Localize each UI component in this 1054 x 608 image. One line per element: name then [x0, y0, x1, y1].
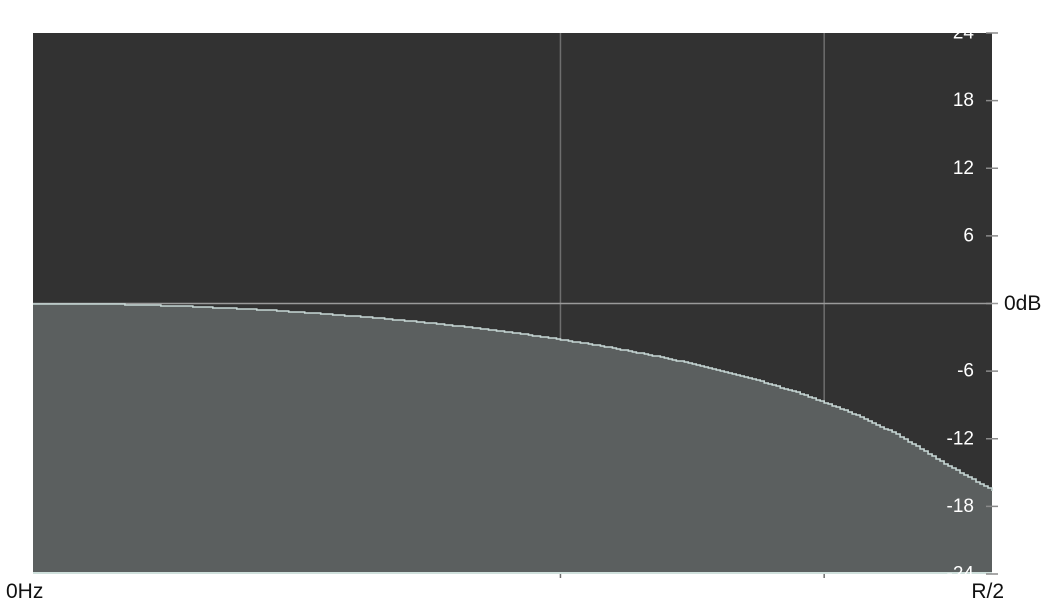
- y-tick-layer: 24 18 12 6 0dB -6 -12 -18 -24: [947, 23, 1041, 585]
- y-tick-label: -12: [947, 428, 974, 449]
- x-start-label: 0Hz: [6, 580, 43, 603]
- x-end-label: R/2: [971, 580, 1004, 603]
- y-tick-label: 12: [953, 158, 974, 179]
- y-tick-label: -18: [947, 496, 974, 517]
- y-tick-label: 24: [953, 23, 975, 44]
- y-tick-label: 6: [963, 225, 974, 246]
- response-curve: [33, 303, 993, 491]
- y-tick-label: 18: [953, 90, 974, 111]
- response-fill-area: [33, 304, 992, 574]
- y-tick-label: 0dB: [1004, 292, 1041, 315]
- y-tick-label: -6: [957, 361, 974, 382]
- y-tick-label: -24: [947, 564, 975, 585]
